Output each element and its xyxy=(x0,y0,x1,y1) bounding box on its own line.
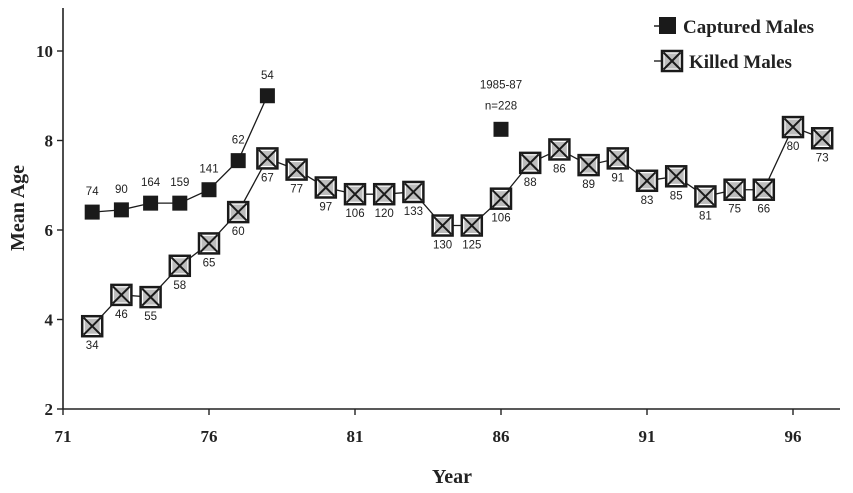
data-point xyxy=(113,202,129,218)
data-point xyxy=(172,195,188,211)
data-label: 89 xyxy=(582,179,595,191)
legend-marker-killed-males xyxy=(660,49,684,73)
legend-marker-captured-males xyxy=(659,17,676,34)
legend-label-captured-males: Captured Males xyxy=(683,17,814,38)
data-label: 133 xyxy=(404,206,423,218)
data-point xyxy=(84,204,100,220)
data-point xyxy=(314,176,338,199)
data-point xyxy=(80,314,104,338)
data-label: 62 xyxy=(232,135,245,147)
x-tick-label: 71 xyxy=(55,427,72,446)
y-tick-label: 6 xyxy=(45,221,54,240)
y-tick-label: 4 xyxy=(45,311,54,330)
data-point xyxy=(664,165,688,188)
data-label: 60 xyxy=(232,226,245,238)
series-line xyxy=(91,126,823,327)
data-label: 125 xyxy=(462,240,481,252)
data-label: 120 xyxy=(375,208,394,220)
data-label: 34 xyxy=(86,340,99,352)
data-point xyxy=(256,147,279,170)
data-point xyxy=(493,121,509,137)
data-point xyxy=(143,195,159,211)
data-label: 130 xyxy=(433,240,452,252)
data-label: 141 xyxy=(199,164,218,176)
data-label: 55 xyxy=(144,311,157,323)
data-label: 46 xyxy=(115,309,128,321)
extra-point: 1985-87 n=228 xyxy=(480,79,522,137)
data-point xyxy=(489,187,513,210)
data-label: 106 xyxy=(491,213,510,225)
x-tick-label: 81 xyxy=(347,427,364,446)
data-point xyxy=(752,178,776,201)
data-point xyxy=(226,200,250,224)
data-point xyxy=(635,169,659,193)
y-axis-title: Mean Age xyxy=(7,165,29,251)
y-ticks: 2 4 6 8 10 xyxy=(36,42,63,419)
data-point xyxy=(343,182,367,206)
data-point xyxy=(781,115,805,139)
data-point xyxy=(139,285,162,309)
data-point xyxy=(197,232,221,255)
series-layer: 74 90 164 159 141 62 54 34 46 55 58 65 60 67 77 97 106 12… xyxy=(80,70,834,352)
data-point xyxy=(460,214,484,237)
data-label: 90 xyxy=(115,184,128,196)
data-point xyxy=(402,180,425,204)
data-label: 75 xyxy=(728,204,741,216)
data-label: 66 xyxy=(757,204,770,216)
data-point xyxy=(518,151,542,175)
data-label: 58 xyxy=(173,280,186,292)
data-label: 106 xyxy=(345,208,364,220)
data-label: 77 xyxy=(290,184,303,196)
y-tick-label: 2 xyxy=(45,400,54,419)
data-point xyxy=(201,182,217,198)
data-label: 74 xyxy=(86,186,99,198)
legend: Captured Males Killed Males xyxy=(654,17,814,73)
data-label: 73 xyxy=(816,152,829,164)
data-point xyxy=(372,182,396,206)
extra-points-layer: 1985-87 n=228 xyxy=(480,79,522,137)
data-point xyxy=(723,178,746,201)
data-label: 83 xyxy=(641,195,654,207)
data-point xyxy=(694,185,717,208)
data-label: 81 xyxy=(699,210,712,222)
data-point xyxy=(110,283,133,307)
data-label: 80 xyxy=(787,141,800,153)
legend-item-captured-males: Captured Males xyxy=(654,17,814,38)
data-label: 164 xyxy=(141,177,161,189)
annotation-line: n=228 xyxy=(485,100,517,112)
x-ticks: 71 76 81 86 91 96 xyxy=(55,409,802,446)
data-point xyxy=(168,254,192,278)
data-point xyxy=(431,214,454,237)
data-label: 97 xyxy=(319,201,332,213)
data-label: 91 xyxy=(611,172,624,184)
legend-label-killed-males: Killed Males xyxy=(689,52,792,73)
data-label: 65 xyxy=(203,257,216,269)
x-tick-label: 76 xyxy=(201,427,218,446)
data-label: 88 xyxy=(524,177,537,189)
data-point xyxy=(259,88,275,104)
series-killed-males: 34 46 55 58 65 60 67 77 97 106 120 133 130 125 106 88 86… xyxy=(80,115,834,352)
annotation-line: 1985-87 xyxy=(480,79,522,91)
data-point xyxy=(548,138,571,161)
y-tick-label: 10 xyxy=(36,42,53,61)
x-tick-label: 96 xyxy=(785,427,802,446)
x-tick-label: 91 xyxy=(639,427,656,446)
data-point xyxy=(577,153,600,177)
data-label: 54 xyxy=(261,70,274,82)
data-point xyxy=(230,153,246,169)
data-label: 159 xyxy=(170,177,189,189)
data-point xyxy=(606,147,630,170)
data-label: 85 xyxy=(670,190,683,202)
series-captured-males: 74 90 164 159 141 62 54 xyxy=(84,70,275,220)
data-label: 86 xyxy=(553,163,566,175)
data-point xyxy=(810,127,834,150)
x-tick-label: 86 xyxy=(493,427,510,446)
y-tick-label: 8 xyxy=(45,132,54,151)
data-label: 67 xyxy=(261,172,274,184)
x-axis-title: Year xyxy=(432,466,472,488)
data-point xyxy=(285,158,308,181)
legend-item-killed-males: Killed Males xyxy=(654,49,792,73)
